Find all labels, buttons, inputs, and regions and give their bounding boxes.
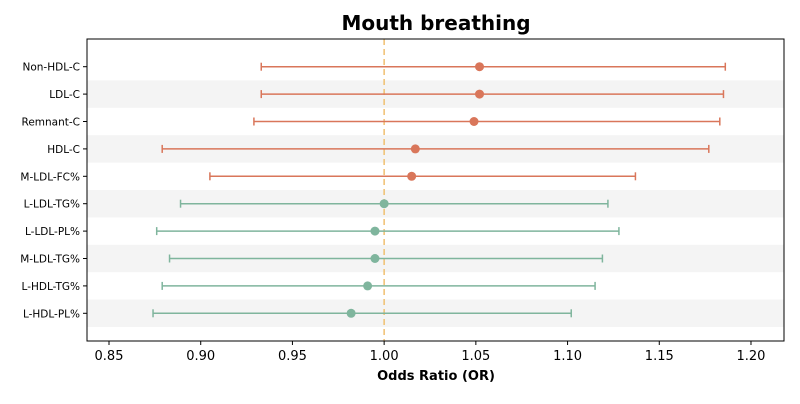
estimate-point xyxy=(363,281,373,291)
estimate-point xyxy=(370,226,380,236)
x-tick-label: 0.85 xyxy=(95,349,124,364)
x-tick-label: 1.10 xyxy=(553,349,582,364)
y-axis: Non-HDL-C LDL-C Remnant-C HDL-C M-LDL-FC% L-L… xyxy=(20,62,87,320)
estimate-point xyxy=(475,89,485,99)
x-tick-label: 1.20 xyxy=(737,349,766,364)
y-tick-label: L-HDL-PL% xyxy=(23,308,80,320)
x-tick-label: 1.00 xyxy=(370,349,399,364)
estimate-point xyxy=(410,144,420,154)
y-tick-label: LDL-C xyxy=(49,89,80,101)
estimate-point xyxy=(475,62,485,72)
x-tick-label: 0.90 xyxy=(186,349,215,364)
estimate-point xyxy=(469,117,479,126)
y-tick-label: L-HDL-TG% xyxy=(22,281,80,293)
x-axis: 0.85 0.90 0.95 1.00 1.05 1.10 1.15 1.20 xyxy=(95,341,766,364)
chart-title: Mouth breathing xyxy=(341,11,530,35)
y-tick-label: Non-HDL-C xyxy=(23,62,81,74)
estimate-point xyxy=(370,254,380,263)
x-tick-label: 1.05 xyxy=(461,349,490,364)
y-tick-label: Remnant-C xyxy=(22,117,81,129)
plot-frame xyxy=(86,38,785,342)
y-tick-label: L-LDL-PL% xyxy=(25,226,80,238)
x-tick-label: 1.15 xyxy=(645,349,674,364)
y-tick-label: L-LDL-TG% xyxy=(24,199,80,211)
y-tick-label: HDL-C xyxy=(47,144,80,156)
estimate-point xyxy=(346,308,356,318)
y-tick-label: M-LDL-TG% xyxy=(20,254,80,266)
estimate-point xyxy=(407,171,417,181)
data-marks xyxy=(152,62,727,318)
x-axis-label: Odds Ratio (OR) xyxy=(377,369,495,384)
estimate-point xyxy=(379,199,389,209)
x-tick-label: 0.95 xyxy=(278,349,307,364)
y-tick-label: M-LDL-FC% xyxy=(20,171,80,183)
